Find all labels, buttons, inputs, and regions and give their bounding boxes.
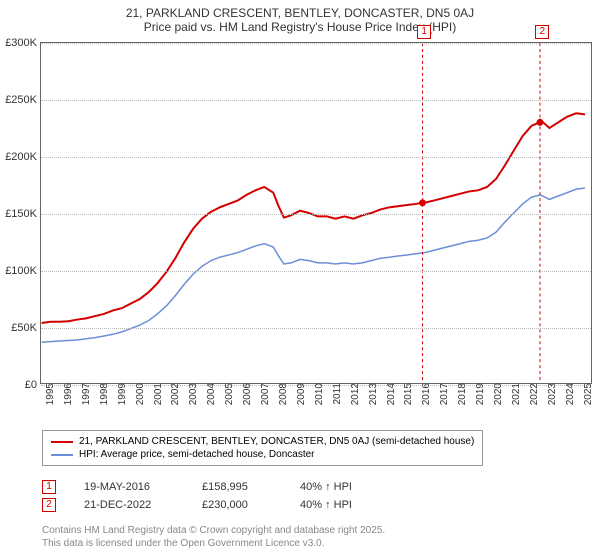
sale-dot bbox=[536, 119, 543, 126]
xtick-label: 2018 bbox=[453, 383, 468, 405]
ytick-label: £100K bbox=[5, 265, 41, 277]
sale-marker-box: 1 bbox=[417, 25, 431, 39]
gridline bbox=[41, 328, 591, 329]
xtick-label: 2003 bbox=[184, 383, 199, 405]
xtick-label: 1996 bbox=[59, 383, 74, 405]
chart-title: 21, PARKLAND CRESCENT, BENTLEY, DONCASTE… bbox=[0, 0, 600, 34]
series-line bbox=[42, 188, 585, 342]
xtick-label: 2020 bbox=[489, 383, 504, 405]
ytick-label: £200K bbox=[5, 151, 41, 163]
ytick-label: £300K bbox=[5, 37, 41, 49]
sale-delta: 40% ↑ HPI bbox=[300, 499, 352, 511]
copyright: Contains HM Land Registry data © Crown c… bbox=[42, 524, 385, 550]
gridline bbox=[41, 157, 591, 158]
gridline bbox=[41, 100, 591, 101]
sales-table: 1 19-MAY-2016 £158,995 40% ↑ HPI 2 21-DEC-202… bbox=[42, 478, 352, 514]
xtick-label: 2005 bbox=[220, 383, 235, 405]
sale-marker: 1 bbox=[42, 480, 56, 494]
legend-label-hpi: HPI: Average price, semi-detached house,… bbox=[79, 449, 315, 460]
xtick-label: 2009 bbox=[292, 383, 307, 405]
xtick-label: 2008 bbox=[274, 383, 289, 405]
xtick-label: 2012 bbox=[346, 383, 361, 405]
xtick-label: 2023 bbox=[543, 383, 558, 405]
ytick-label: £50K bbox=[11, 322, 41, 334]
xtick-label: 2000 bbox=[131, 383, 146, 405]
gridline bbox=[41, 214, 591, 215]
ytick-label: £150K bbox=[5, 208, 41, 220]
legend: 21, PARKLAND CRESCENT, BENTLEY, DONCASTE… bbox=[42, 430, 483, 466]
sale-marker: 2 bbox=[42, 498, 56, 512]
xtick-label: 2001 bbox=[149, 383, 164, 405]
legend-row-hpi: HPI: Average price, semi-detached house,… bbox=[51, 448, 474, 461]
sales-row: 2 21-DEC-2022 £230,000 40% ↑ HPI bbox=[42, 496, 352, 514]
sale-delta: 40% ↑ HPI bbox=[300, 481, 352, 493]
xtick-label: 1999 bbox=[113, 383, 128, 405]
series-line bbox=[42, 113, 585, 323]
xtick-label: 2011 bbox=[328, 383, 343, 405]
sale-dot bbox=[419, 199, 426, 206]
xtick-label: 2025 bbox=[579, 383, 594, 405]
xtick-label: 2014 bbox=[382, 383, 397, 405]
sale-date: 19-MAY-2016 bbox=[84, 481, 174, 493]
chart-svg bbox=[41, 43, 591, 383]
legend-label-price: 21, PARKLAND CRESCENT, BENTLEY, DONCASTE… bbox=[79, 436, 474, 447]
xtick-label: 2006 bbox=[238, 383, 253, 405]
xtick-label: 2022 bbox=[525, 383, 540, 405]
xtick-label: 2007 bbox=[256, 383, 271, 405]
xtick-label: 1997 bbox=[77, 383, 92, 405]
xtick-label: 2024 bbox=[561, 383, 576, 405]
xtick-label: 2016 bbox=[417, 383, 432, 405]
copyright-line1: Contains HM Land Registry data © Crown c… bbox=[42, 524, 385, 537]
plot-area: £0£50K£100K£150K£200K£250K£300K199519961… bbox=[40, 42, 592, 384]
legend-swatch-hpi bbox=[51, 454, 73, 456]
gridline bbox=[41, 271, 591, 272]
chart-container: 21, PARKLAND CRESCENT, BENTLEY, DONCASTE… bbox=[0, 0, 600, 560]
xtick-label: 2002 bbox=[166, 383, 181, 405]
copyright-line2: This data is licensed under the Open Gov… bbox=[42, 537, 385, 550]
xtick-label: 2013 bbox=[364, 383, 379, 405]
sales-row: 1 19-MAY-2016 £158,995 40% ↑ HPI bbox=[42, 478, 352, 496]
sale-price: £230,000 bbox=[202, 499, 272, 511]
xtick-label: 2017 bbox=[435, 383, 450, 405]
title-line1: 21, PARKLAND CRESCENT, BENTLEY, DONCASTE… bbox=[0, 6, 600, 20]
sale-date: 21-DEC-2022 bbox=[84, 499, 174, 511]
ytick-label: £0 bbox=[25, 379, 41, 391]
sale-price: £158,995 bbox=[202, 481, 272, 493]
ytick-label: £250K bbox=[5, 94, 41, 106]
gridline bbox=[41, 43, 591, 44]
xtick-label: 1995 bbox=[41, 383, 56, 405]
legend-row-price: 21, PARKLAND CRESCENT, BENTLEY, DONCASTE… bbox=[51, 435, 474, 448]
sale-marker-box: 2 bbox=[535, 25, 549, 39]
xtick-label: 2021 bbox=[507, 383, 522, 405]
xtick-label: 1998 bbox=[95, 383, 110, 405]
xtick-label: 2019 bbox=[471, 383, 486, 405]
xtick-label: 2010 bbox=[310, 383, 325, 405]
xtick-label: 2004 bbox=[202, 383, 217, 405]
title-line2: Price paid vs. HM Land Registry's House … bbox=[0, 20, 600, 34]
xtick-label: 2015 bbox=[399, 383, 414, 405]
legend-swatch-price bbox=[51, 441, 73, 443]
